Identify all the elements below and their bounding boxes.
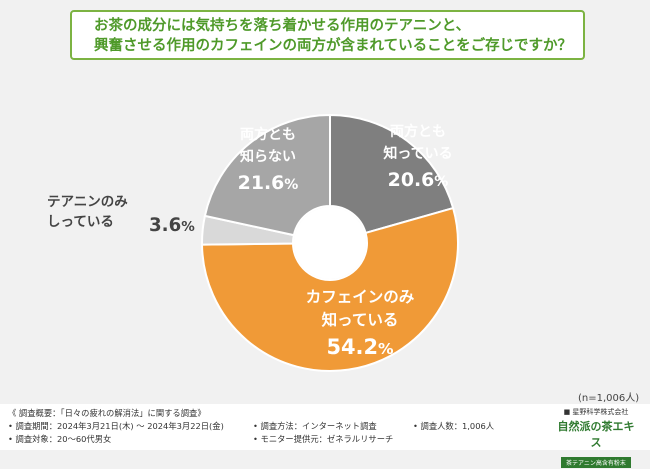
survey-people: • 調査人数：1,006人: [413, 421, 495, 431]
donut-slice-0: [329, 113, 455, 235]
survey-method: • 調査方法：インターネット調査: [253, 421, 377, 431]
slice-percent: 20.6%: [388, 169, 449, 191]
slice-label-text: 両方とも: [240, 126, 296, 143]
slice-percent: 21.6%: [238, 172, 299, 194]
survey-provider: • モニター提供元：ゼネラルリサーチ: [253, 434, 394, 444]
donut-hole: [294, 207, 366, 279]
logo-company: ■ 星野科学株式会社: [563, 408, 629, 416]
donut-chart: 両方とも知っている20.6%カフェインのみ知っている54.2%テアニンのみしって…: [47, 113, 459, 372]
survey-overview: 《 調査概要：「日々の疲れの解消法」に関する調査》: [8, 408, 206, 418]
survey-target: • 調査対象：20～60代男女: [8, 434, 112, 444]
slice-label-text: テアニンのみ: [47, 194, 128, 210]
slice-percent: 54.2%: [326, 335, 394, 359]
slice-label-text: しっている: [47, 214, 114, 230]
survey-period: • 調査期間：2024年3月21日(木) ～ 2024年3月22日(金): [8, 421, 224, 431]
title-line-1: お茶の成分には気持ちを落ち着かせる作用のテアニンと、: [94, 18, 471, 34]
slice-label-text: カフェインのみ: [306, 288, 415, 306]
survey-footer: 《 調査概要：「日々の疲れの解消法」に関する調査》 • 調査期間：2024年3月…: [0, 404, 650, 450]
title-line-2: 興奮させる作用のカフェインの両方が含まれていることをご存じですか？: [94, 38, 573, 54]
donut-slice-1: [200, 206, 459, 372]
slice-label-text: 知らない: [240, 148, 296, 165]
company-logo: ■ 星野科学株式会社 自然派の茶エキス 茶テアニン高含有粉末: [556, 406, 636, 468]
slice-label-text: 知っている: [322, 310, 399, 329]
slice-label-text: 知っている: [383, 145, 452, 162]
question-title-box: お茶の成分には気持ちを落ち着かせる作用のテアニンと、 興奮させる作用のカフェイン…: [70, 10, 585, 60]
logo-brand: 自然派の茶エキス: [557, 420, 635, 449]
slice-percent: 3.6%: [149, 215, 195, 236]
slice-label-text: 両方とも: [390, 123, 446, 140]
logo-tagline: 茶テアニン高含有粉末: [561, 457, 631, 468]
donut-slice-3: [203, 113, 331, 237]
sample-size-note: (n=1,006人): [578, 393, 640, 404]
